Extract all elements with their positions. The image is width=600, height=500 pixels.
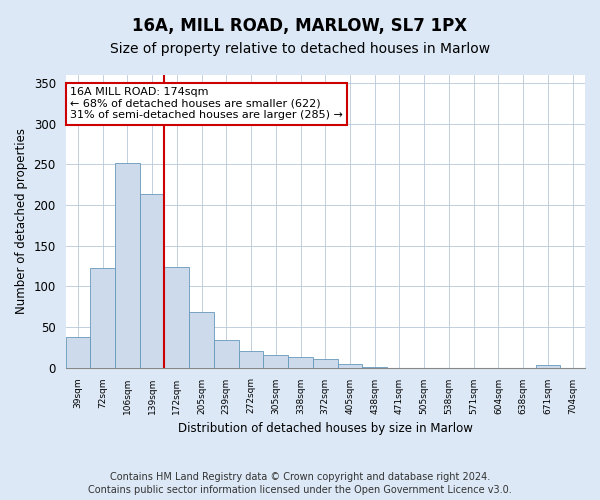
Bar <box>140 194 164 368</box>
Bar <box>313 360 338 368</box>
Bar <box>338 364 362 368</box>
Y-axis label: Number of detached properties: Number of detached properties <box>15 128 28 314</box>
Bar <box>164 267 189 368</box>
Bar <box>90 268 115 368</box>
Bar <box>239 352 263 368</box>
Text: Size of property relative to detached houses in Marlow: Size of property relative to detached ho… <box>110 42 490 56</box>
Bar <box>288 357 313 368</box>
Bar <box>536 365 560 368</box>
Bar <box>263 354 288 368</box>
Bar <box>65 338 90 368</box>
X-axis label: Distribution of detached houses by size in Marlow: Distribution of detached houses by size … <box>178 422 473 435</box>
Bar <box>189 312 214 368</box>
Text: Contains HM Land Registry data © Crown copyright and database right 2024.: Contains HM Land Registry data © Crown c… <box>110 472 490 482</box>
Text: 16A MILL ROAD: 174sqm
← 68% of detached houses are smaller (622)
31% of semi-det: 16A MILL ROAD: 174sqm ← 68% of detached … <box>70 87 343 120</box>
Text: Contains public sector information licensed under the Open Government Licence v3: Contains public sector information licen… <box>88 485 512 495</box>
Bar <box>115 163 140 368</box>
Bar <box>214 340 239 367</box>
Bar <box>362 367 387 368</box>
Text: 16A, MILL ROAD, MARLOW, SL7 1PX: 16A, MILL ROAD, MARLOW, SL7 1PX <box>133 18 467 36</box>
